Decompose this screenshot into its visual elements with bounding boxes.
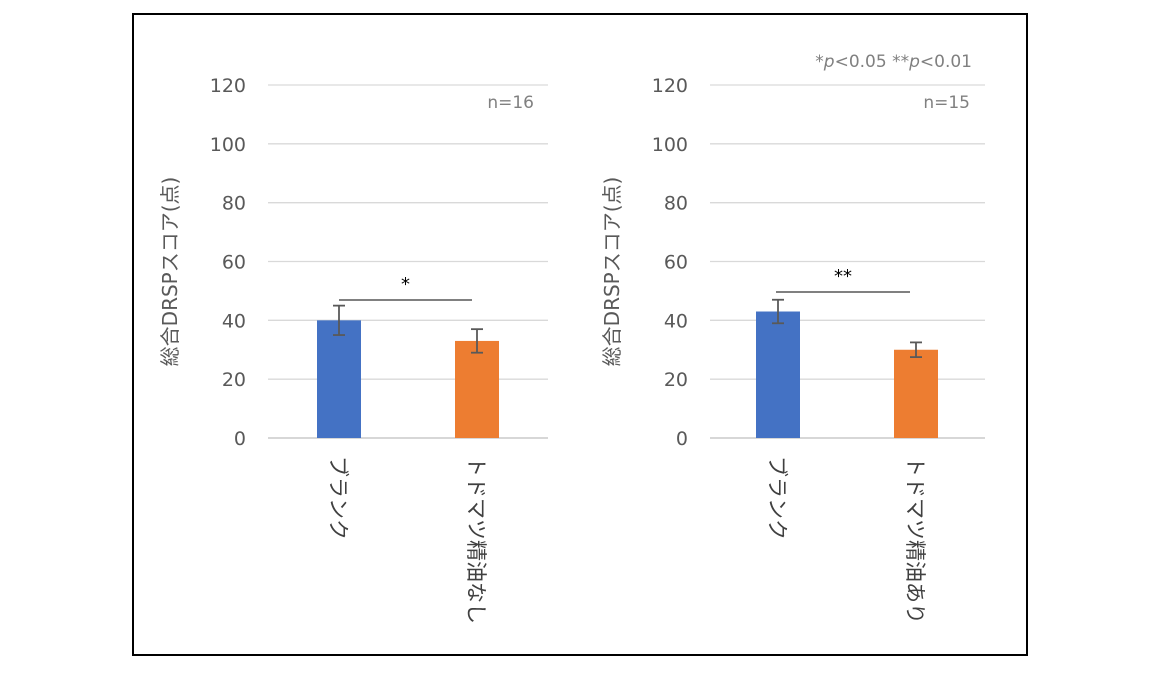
bar-blank (756, 311, 800, 438)
significance-legend-part: <0.01 (920, 52, 972, 72)
y-tick-label: 80 (222, 193, 246, 215)
sample-size-label: n=16 (487, 93, 534, 113)
bar-blank (317, 320, 361, 438)
y-tick-label: 100 (210, 134, 246, 156)
significance-legend-part: <0.05 ** (835, 52, 910, 72)
category-label: ブランク (326, 456, 350, 540)
category-label: トドマツ精油あり (903, 456, 927, 624)
significance-legend: *p<0.05 **p<0.01 (815, 52, 972, 72)
significance-legend-part: p (823, 52, 835, 72)
y-tick-label: 60 (664, 252, 688, 274)
significance-legend-part: p (908, 52, 920, 72)
y-tick-label: 0 (234, 428, 246, 450)
y-tick-label: 100 (652, 134, 688, 156)
significance-marker: ** (834, 266, 852, 287)
y-axis-label: 総合DRSPスコア(点) (600, 177, 624, 367)
chart-panel-1: 0 20 40 60 80 100 120 総合DRSPスコア(点) ブランク トドマツ精油なし n… (158, 75, 548, 624)
y-tick-label: 120 (652, 75, 688, 97)
bar-oil (455, 340, 499, 438)
y-tick-label: 60 (222, 252, 246, 274)
y-axis-label: 総合DRSPスコア(点) (158, 177, 182, 367)
y-tick-label: 80 (664, 193, 688, 215)
bar-oil (894, 349, 938, 438)
y-tick-label: 20 (222, 369, 246, 391)
y-tick-label: 40 (664, 310, 688, 332)
category-label: ブランク (765, 456, 789, 540)
significance-marker: * (401, 274, 410, 295)
category-label: トドマツ精油なし (464, 456, 488, 624)
y-tick-label: 0 (676, 428, 688, 450)
y-tick-label: 120 (210, 75, 246, 97)
chart-panels: 0 20 40 60 80 100 120 総合DRSPスコア(点) ブランク トドマツ精油なし n… (158, 75, 985, 624)
y-tick-label: 20 (664, 369, 688, 391)
figure-frame (132, 13, 1028, 656)
sample-size-label: n=15 (923, 93, 970, 113)
y-tick-label: 40 (222, 310, 246, 332)
significance-legend-part: * (815, 52, 824, 72)
chart-panel-2: 0 20 40 60 80 100 120 総合DRSPスコア(点) ブランク トドマツ精油あり n… (600, 75, 985, 624)
